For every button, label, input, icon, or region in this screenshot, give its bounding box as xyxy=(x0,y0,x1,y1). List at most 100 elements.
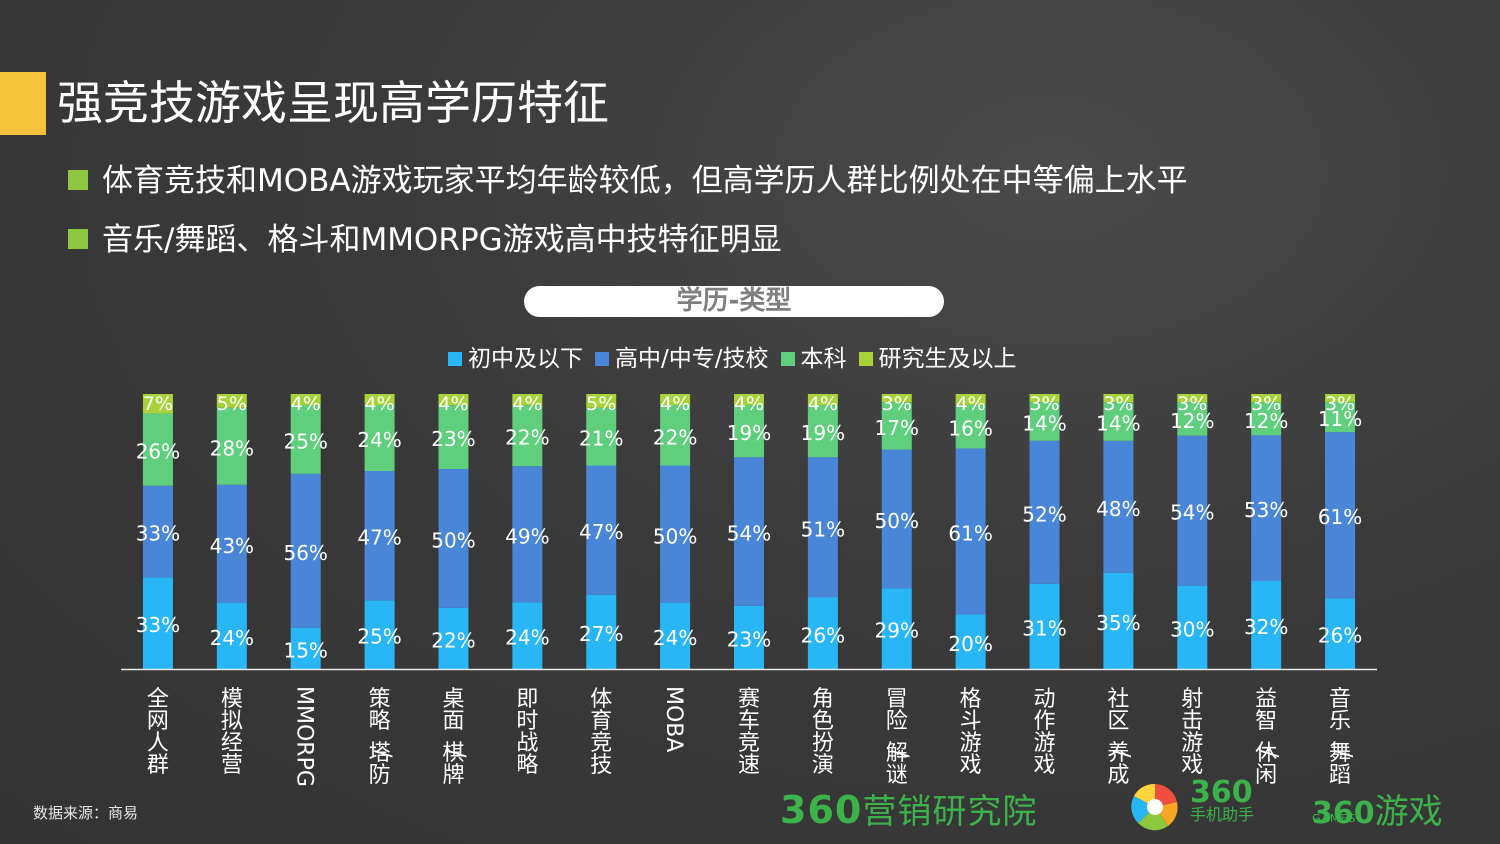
data-label: 26% xyxy=(136,440,180,464)
bullet-square-icon xyxy=(68,169,88,190)
page-title: 强竞技游戏呈现高学历特征 xyxy=(57,76,609,130)
data-label: 27% xyxy=(579,622,623,646)
bar-segment xyxy=(586,394,617,408)
bar-segment xyxy=(807,457,838,598)
bar-segment xyxy=(216,394,247,408)
bullet-text-2: 音乐/舞蹈、格斗和MMORPG游戏高中技特征明显 xyxy=(102,222,782,258)
bar-segment xyxy=(1103,572,1134,669)
bar-segment xyxy=(955,614,986,669)
legend-item: 高中/中专/技校 xyxy=(595,344,769,374)
bar-segment xyxy=(438,469,469,608)
data-label: 24% xyxy=(653,626,697,650)
bar-segment xyxy=(364,471,395,601)
legend-label: 高中/中专/技校 xyxy=(615,346,769,372)
bar-segment xyxy=(586,465,617,595)
data-label: 54% xyxy=(727,522,771,546)
mobile-assistant-logo-icon xyxy=(1131,783,1178,831)
bar-segment xyxy=(881,394,912,403)
category-label: 全网人群 xyxy=(147,687,169,778)
bar-segment xyxy=(807,394,838,405)
bar-segment xyxy=(512,466,543,603)
bar-segment xyxy=(1325,402,1356,433)
bar-segment xyxy=(216,603,247,669)
category-label: MMORPG xyxy=(292,686,317,787)
data-label: 50% xyxy=(875,509,919,533)
bar-segment xyxy=(1251,394,1282,403)
bar-segment xyxy=(1325,394,1356,403)
data-label: 22% xyxy=(653,425,697,449)
bullet-point-1: 体育竞技和MOBA游戏玩家平均年龄较低，但高学历人群比例处在中等偏上水平 xyxy=(68,161,1188,201)
bar-segment xyxy=(734,394,764,405)
bullet-square-icon xyxy=(68,228,88,249)
legend-swatch xyxy=(858,352,873,366)
brand-marketing-logo: 360营销研究院 xyxy=(780,784,1037,833)
category-label: 益智/休闲 xyxy=(1255,687,1281,788)
bar-segment xyxy=(512,602,543,669)
data-label: 16% xyxy=(948,417,992,441)
data-label: 14% xyxy=(1096,412,1140,436)
bar-segment xyxy=(1251,581,1282,669)
data-label: 25% xyxy=(283,429,327,453)
data-label: 50% xyxy=(653,524,697,548)
data-label: 12% xyxy=(1170,409,1214,433)
category-label: 动作游戏 xyxy=(1034,687,1056,778)
brand-games-en: GAMES xyxy=(1312,812,1357,825)
data-label: 61% xyxy=(948,522,992,546)
bar-segment xyxy=(955,448,986,615)
bar-segment xyxy=(142,577,173,669)
data-label: 23% xyxy=(431,427,475,451)
data-label: 14% xyxy=(1022,412,1066,436)
legend-swatch xyxy=(595,352,609,366)
brand-mobile-num: 360 xyxy=(1190,775,1253,810)
data-label: 61% xyxy=(1318,505,1362,529)
bar-segment xyxy=(807,597,838,669)
bar-segment xyxy=(1029,394,1060,403)
bar-segment xyxy=(734,605,764,669)
bar-segment xyxy=(660,394,691,405)
data-label: 50% xyxy=(431,528,475,552)
data-label: 53% xyxy=(1244,498,1288,522)
data-label: 12% xyxy=(1244,409,1288,433)
data-label: 49% xyxy=(505,524,549,548)
title-accent-bar xyxy=(0,72,46,135)
data-label: 48% xyxy=(1096,497,1140,521)
data-label: 5% xyxy=(586,393,616,415)
data-label: 15% xyxy=(283,638,327,662)
category-label: 模拟经营 xyxy=(221,687,243,778)
data-label: 23% xyxy=(727,627,771,651)
data-label: 24% xyxy=(357,428,401,452)
data-label: 24% xyxy=(210,626,254,650)
bar-segment xyxy=(881,449,912,589)
category-label: 音乐/舞蹈 xyxy=(1329,687,1355,788)
data-label: 4% xyxy=(365,393,395,415)
data-label: 26% xyxy=(1318,624,1362,648)
legend-item: 本科 xyxy=(780,344,847,374)
data-label: 3% xyxy=(1325,393,1355,415)
bullet-text-1: 体育竞技和MOBA游戏玩家平均年龄较低，但高学历人群比例处在中等偏上水平 xyxy=(102,163,1188,199)
bar-segment xyxy=(438,394,469,406)
legend-label: 研究生及以上 xyxy=(878,346,1017,372)
bar-segment xyxy=(438,405,469,469)
data-label: 4% xyxy=(660,393,690,415)
category-label: 角色扮演 xyxy=(812,687,834,778)
bar-segment xyxy=(1103,440,1134,573)
data-label: 47% xyxy=(357,526,401,550)
category-label: 格斗游戏 xyxy=(960,687,982,778)
data-label: 30% xyxy=(1170,617,1214,641)
category-label: MOBA xyxy=(661,686,686,752)
legend-label: 本科 xyxy=(800,346,847,372)
bullet-point-2: 音乐/舞蹈、格斗和MMORPG游戏高中技特征明显 xyxy=(68,220,782,260)
data-source: 数据来源：商易 xyxy=(33,804,139,822)
bar-segment xyxy=(142,485,173,578)
data-label: 3% xyxy=(882,393,912,415)
bar-segment xyxy=(955,404,986,449)
bar-segment xyxy=(216,407,247,485)
chart-legend: 初中及以下 高中/中专/技校 本科 研究生及以上 xyxy=(448,344,1029,374)
legend-label: 初中及以下 xyxy=(468,346,583,372)
data-label: 31% xyxy=(1022,616,1066,640)
bar-segment xyxy=(1029,583,1060,669)
bar-segment xyxy=(1103,402,1134,441)
category-label: 射击游戏 xyxy=(1181,687,1203,778)
bar-segment xyxy=(1325,598,1356,669)
